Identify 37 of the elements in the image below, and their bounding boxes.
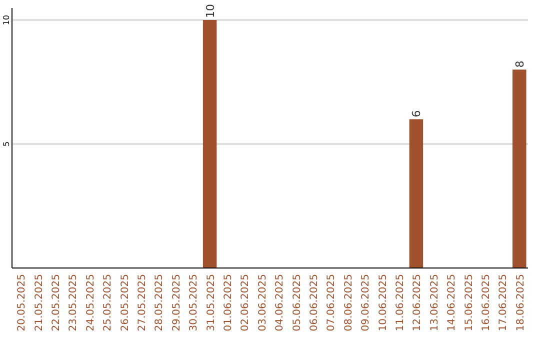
x-tick-label: 18.06.2025: [515, 274, 526, 332]
bar: [512, 70, 526, 268]
x-tick-label: 26.05.2025: [120, 274, 131, 332]
x-tick-label: 04.06.2025: [274, 274, 286, 332]
x-tick-label: 23.05.2025: [68, 274, 80, 332]
bar: [409, 119, 424, 268]
data-label: 6: [410, 110, 424, 118]
x-tick-label: 08.06.2025: [343, 274, 354, 332]
x-tick-label: 14.06.2025: [446, 274, 458, 332]
x-tick-label: 17.06.2025: [498, 274, 510, 332]
x-tick-label: 16.06.2025: [481, 274, 492, 332]
x-tick-label: 27.05.2025: [137, 274, 148, 332]
x-tick-label: 30.05.2025: [188, 274, 200, 332]
x-tick-label: 29.05.2025: [171, 274, 182, 332]
bar: [202, 20, 217, 268]
data-label: 10: [204, 4, 217, 18]
x-tick-label: 09.06.2025: [360, 274, 372, 332]
x-tick-label: 05.06.2025: [292, 274, 303, 332]
x-tick-label: 06.06.2025: [309, 274, 320, 332]
x-tick-label: 25.05.2025: [102, 274, 114, 332]
x-tick-label: 11.06.2025: [395, 274, 406, 332]
data-label: 8: [513, 60, 526, 68]
x-tick-label: 15.06.2025: [464, 274, 475, 332]
x-tick-label: 12.06.2025: [412, 274, 424, 332]
x-tick-label: 21.05.2025: [34, 274, 45, 332]
x-tick-label: 13.06.2025: [429, 274, 440, 332]
x-tick-label: 24.05.2025: [85, 274, 96, 332]
x-tick-label: 03.06.2025: [257, 274, 268, 332]
x-tick-label: 01.06.2025: [223, 274, 234, 332]
x-tick-label: 20.05.2025: [16, 274, 28, 332]
x-tick-label: 22.05.2025: [51, 274, 62, 332]
x-tick-label: 31.05.2025: [206, 274, 217, 332]
x-tick-label: 10.06.2025: [378, 274, 389, 332]
x-tick-label: 28.05.2025: [154, 274, 166, 332]
x-tick-label: 02.06.2025: [240, 274, 252, 332]
x-tick-label: 07.06.2025: [326, 274, 338, 332]
y-tick-label: 5: [2, 141, 11, 147]
